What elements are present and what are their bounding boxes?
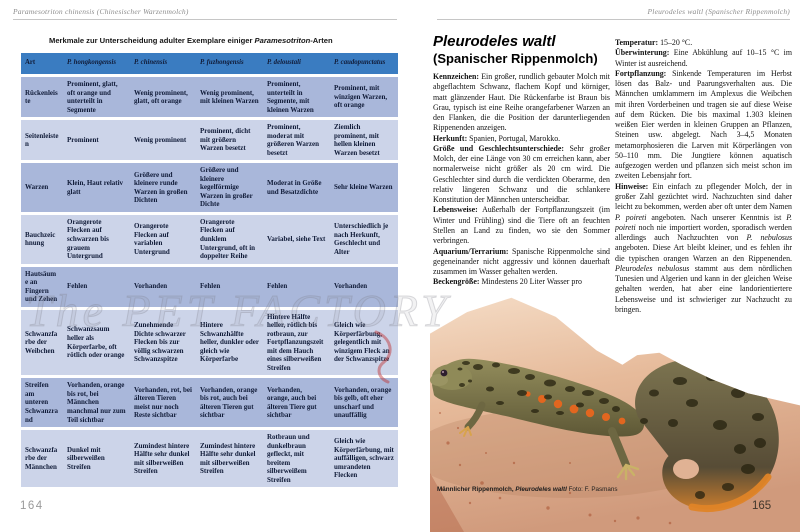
table-cell: Vorhanden, orange bis rot, auch bei älte… bbox=[196, 378, 263, 428]
table-row: Rückenleiste Prominent, glatt, oft orang… bbox=[21, 77, 398, 118]
row-label: Streifen am unteren Schwanzrand bbox=[21, 378, 63, 428]
table-cell: Orangerote Flecken auf dunklem Untergrun… bbox=[196, 214, 263, 264]
newt-orange-spots bbox=[525, 391, 626, 425]
photo-caption: Männlicher Rippenmolch, Pleurodeles walt… bbox=[437, 486, 618, 493]
row-label: Bauchzeichnung bbox=[21, 214, 63, 264]
comparison-table-section: Merkmale zur Unterscheidung adulter Exem… bbox=[21, 36, 398, 490]
species-title: Pleurodeles waltl (Spanischer Rippenmolc… bbox=[433, 33, 615, 66]
table-cell: Gleich wie Körperfärbung, gelegentlich m… bbox=[330, 309, 398, 376]
table-row: Warzen Klein, Haut relativ glatt Größere… bbox=[21, 163, 398, 212]
table-cell: Gleich wie Körperfärbung, mit auffällige… bbox=[330, 430, 398, 488]
table-row: Seitenleisten Prominent Wenig prominent … bbox=[21, 120, 398, 161]
table-row: Streifen am unteren Schwanzrand Vorhande… bbox=[21, 378, 398, 428]
row-label: Schwanzfarbe der Weibchen bbox=[21, 309, 63, 376]
page-number-left: 164 bbox=[20, 500, 44, 512]
table-cell: Zunehmende Dichte schwarzer Flecken bis … bbox=[130, 309, 196, 376]
table-row: Schwanzfarbe der Weibchen Schwanzsaum he… bbox=[21, 309, 398, 376]
entry-ueberwinterung: Überwinterung: Eine Abkühlung auf 10–15 … bbox=[615, 48, 792, 68]
newt-mottling bbox=[457, 361, 766, 499]
table-cell: Sehr kleine Warzen bbox=[330, 163, 398, 212]
table-cell: Rotbraun und dunkelbraun gefleckt, mit b… bbox=[263, 430, 330, 488]
entry-hinweise: Hinweise: Ein einfach zu pflegender Molc… bbox=[615, 181, 792, 314]
entry-aquarium: Aquarium/Terrarium: Spanische Rippenmolc… bbox=[433, 246, 610, 277]
col-header-caudopunctatus: P. caudopunctatus bbox=[330, 53, 398, 74]
entry-kennzeichen: Kennzeichen: Ein großer, rundlich gebaut… bbox=[433, 72, 610, 133]
table-cell: Hintere Hälfte heller, rötlich bis rotbr… bbox=[263, 309, 330, 376]
table-cell: Fehlen bbox=[196, 266, 263, 307]
table-cell: Zumindest hintere Hälfte sehr dunkel mit… bbox=[130, 430, 196, 488]
table-cell: Wenig prominent, mit kleinen Warzen bbox=[196, 77, 263, 118]
row-label: Rückenleiste bbox=[21, 77, 63, 118]
species-title-german: (Spanischer Rippenmolch) bbox=[433, 51, 598, 66]
table-cell: Fehlen bbox=[263, 266, 330, 307]
table-row: Bauchzeichnung Orangerote Flecken auf sc… bbox=[21, 214, 398, 264]
table-cell: Vorhanden bbox=[130, 266, 196, 307]
header-rule-left bbox=[13, 19, 397, 20]
table-cell: Moderat in Größe und Besatzdichte bbox=[263, 163, 330, 212]
table-cell: Prominent, glatt, oft orange und unterte… bbox=[63, 77, 130, 118]
species-title-latin: Pleurodeles waltl bbox=[433, 33, 556, 50]
col-header-hongkongensis: P. hongkongensis bbox=[63, 53, 130, 74]
entry-temperatur: Temperatur: 15–20 °C. bbox=[615, 38, 693, 47]
row-label: Hautsäume an Fingern und Zehen bbox=[21, 266, 63, 307]
row-label: Warzen bbox=[21, 163, 63, 212]
species-comparison-table: Art P. hongkongensis P. chinensis P. fuz… bbox=[21, 50, 398, 490]
table-cell: Ziemlich prominent, mit hellen kleinen W… bbox=[330, 120, 398, 161]
row-label: Seitenleisten bbox=[21, 120, 63, 161]
table-cell: Größere und kleinere kegelförmige Warzen… bbox=[196, 163, 263, 212]
table-cell: Vorhanden, orange bis rot, bei Männchen … bbox=[63, 378, 130, 428]
table-cell: Zumindest hintere Hälfte sehr dunkel mit… bbox=[196, 430, 263, 488]
table-cell: Prominent, mit winzigen Warzen, oft oran… bbox=[330, 77, 398, 118]
page-number-right: 165 bbox=[752, 500, 772, 512]
running-head-right: Pleurodeles waltl (Spanischer Rippenmolc… bbox=[647, 7, 790, 16]
table-cell: Dunkel mit silberweißen Streifen bbox=[63, 430, 130, 488]
table-cell: Wenig prominent, glatt, oft orange bbox=[130, 77, 196, 118]
col-header-art: Art bbox=[21, 53, 63, 74]
table-title: Merkmale zur Unterscheidung adulter Exem… bbox=[49, 36, 333, 45]
newt-eye bbox=[440, 369, 448, 377]
article-column-2: Temperatur: 15–20 °C. Überwinterung: Ein… bbox=[615, 38, 792, 396]
table-cell: Schwanzsaum heller als Körperfarbe, oft … bbox=[63, 309, 130, 376]
table-cell: Prominent, unterteilt in Segmente, mit k… bbox=[263, 77, 330, 118]
entry-lebensweise: Lebensweise: Außerhalb der Fortpflanzung… bbox=[433, 205, 610, 246]
table-cell: Hintere Schwanzhälfte heller, dunkler od… bbox=[196, 309, 263, 376]
header-rule-right bbox=[437, 19, 790, 20]
col-header-chinensis: P. chinensis bbox=[130, 53, 196, 74]
table-cell: Variabel, siehe Text bbox=[263, 214, 330, 264]
entry-beckengroesse: Beckengröße: Mindestens 20 Liter Wasser … bbox=[433, 277, 582, 287]
entry-herkunft: Herkunft: Spanien, Portugal, Marokko. bbox=[433, 133, 561, 143]
rock-speckles bbox=[439, 412, 672, 525]
table-cell: Wenig prominent bbox=[130, 120, 196, 161]
table-cell: Prominent, dicht mit größern Warzen bese… bbox=[196, 120, 263, 161]
row-label: Schwanzfarbe der Männchen bbox=[21, 430, 63, 488]
table-cell: Vorhanden, rot, bei älteren Tieren meist… bbox=[130, 378, 196, 428]
table-cell: Vorhanden, orange, auch bei älteren Tier… bbox=[263, 378, 330, 428]
entry-groesse: Größe und Geschlechtsunterschiede: Sehr … bbox=[433, 143, 610, 205]
table-cell: Vorhanden, orange bis gelb, oft eher uns… bbox=[330, 378, 398, 428]
running-head-left: Paramesotriton chinensis (Chinesischer W… bbox=[13, 7, 189, 16]
table-row: Schwanzfarbe der Männchen Dunkel mit sil… bbox=[21, 430, 398, 488]
table-cell: Orangerote Flecken auf variablen Untergr… bbox=[130, 214, 196, 264]
table-cell: Orangerote Flecken auf schwarzen bis gra… bbox=[63, 214, 130, 264]
col-header-deloustali: P. deloustali bbox=[263, 53, 330, 74]
table-cell: Vorhanden bbox=[330, 266, 398, 307]
table-cell: Fehlen bbox=[63, 266, 130, 307]
table-cell: Prominent, moderat mit größeren Warzen b… bbox=[263, 120, 330, 161]
table-cell: Unterschiedlich je nach Herkunft, Geschl… bbox=[330, 214, 398, 264]
table-row: Hautsäume an Fingern und Zehen Fehlen Vo… bbox=[21, 266, 398, 307]
table-cell: Klein, Haut relativ glatt bbox=[63, 163, 130, 212]
table-cell: Prominent bbox=[63, 120, 130, 161]
table-header-row: Art P. hongkongensis P. chinensis P. fuz… bbox=[21, 53, 398, 74]
col-header-fuzhongensis: P. fuzhongensis bbox=[196, 53, 263, 74]
entry-fortpflanzung: Fortpflanzung: Sinkende Temperaturen im … bbox=[615, 68, 792, 181]
article-column-1: Kennzeichen: Ein großer, rundlich gebaut… bbox=[433, 72, 610, 310]
table-cell: Größere und kleinere runde Warzen in gro… bbox=[130, 163, 196, 212]
